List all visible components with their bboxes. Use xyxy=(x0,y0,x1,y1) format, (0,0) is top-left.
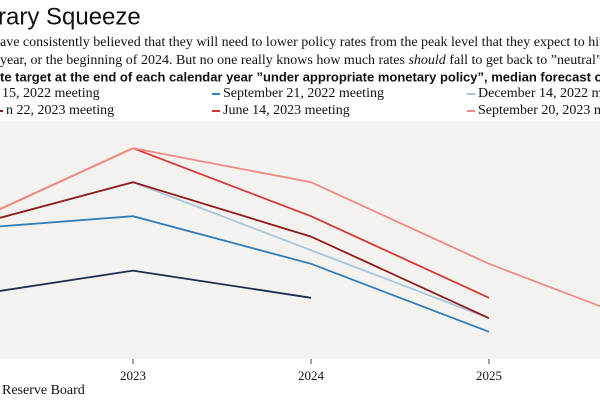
x-tick-label: 2023 xyxy=(120,368,146,383)
plot-background xyxy=(0,121,600,359)
x-tick-label: 2025 xyxy=(476,368,502,383)
legend-label: 15, 2022 meeting xyxy=(2,86,100,101)
legend-label: December 14, 2022 mee xyxy=(478,86,600,101)
series-line xyxy=(0,181,490,320)
chart-title: rary Squeeze xyxy=(0,3,141,30)
subtitle: year, or the beginning of 2024. But no o… xyxy=(0,53,600,68)
legend-label: September 21, 2022 meeting xyxy=(223,86,384,101)
legend-label: September 20, 2023 me xyxy=(478,103,600,118)
subtitle-part: fall to get back to ”neutral”. xyxy=(446,53,600,68)
subtitle-part: year, or the beginning of 2024. But no o… xyxy=(0,53,408,68)
subtitle-part: should xyxy=(408,53,446,68)
series-line xyxy=(0,147,600,308)
axis-title: te target at the end of each calendar ye… xyxy=(0,69,600,84)
series-line xyxy=(0,215,490,333)
legend-label: n 22, 2023 meeting xyxy=(6,103,114,118)
series-line xyxy=(0,269,312,299)
subtitle: ave consistently believed that they will… xyxy=(0,35,600,50)
source: Reserve Board xyxy=(2,383,85,398)
x-tick-label: 2024 xyxy=(298,368,325,383)
legend-label: June 14, 2023 meeting xyxy=(223,103,350,118)
